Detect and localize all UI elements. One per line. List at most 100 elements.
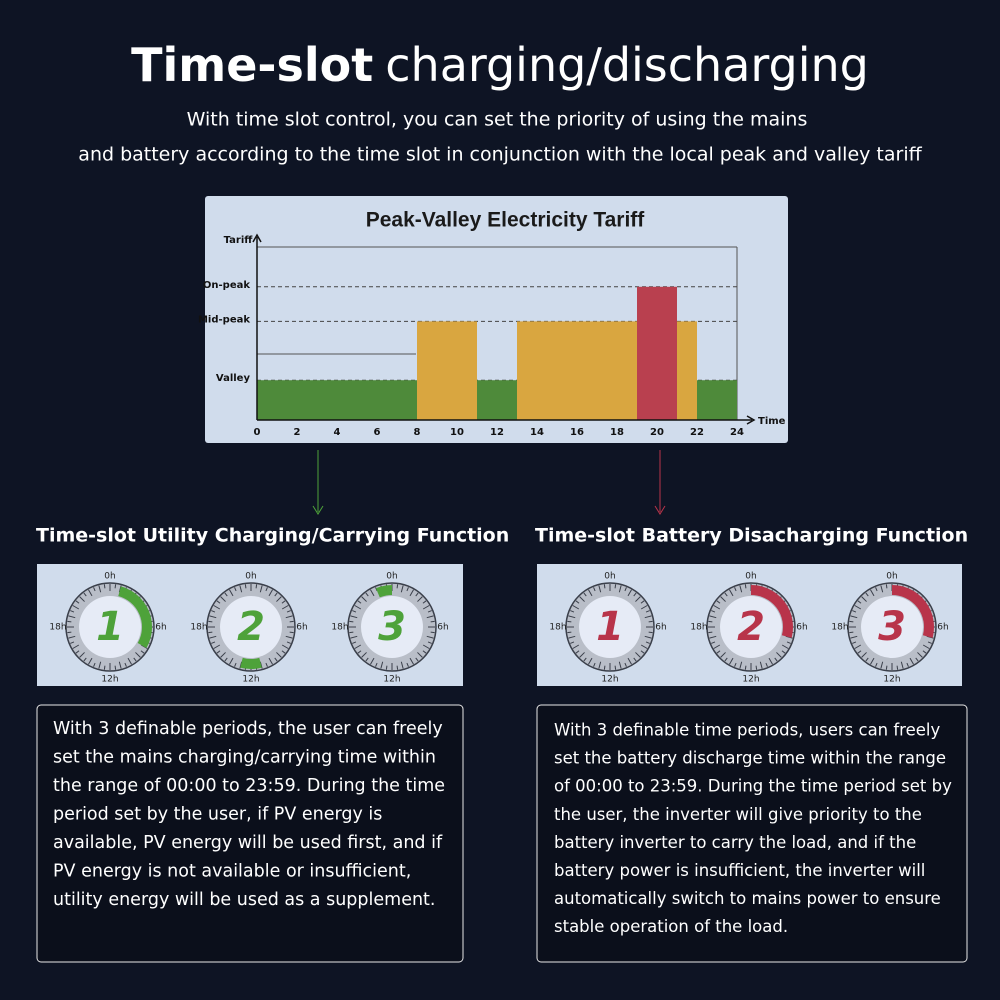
dial-tick [567, 620, 572, 623]
dial-tick [570, 610, 575, 613]
dial-tick [593, 662, 596, 667]
dial-tick [276, 652, 282, 658]
dial-tick [83, 592, 87, 597]
dial-tick [415, 592, 419, 597]
dial-tick [627, 657, 632, 665]
dial-tick [140, 650, 145, 654]
dial-tick [568, 635, 576, 639]
time-slot-arc [240, 657, 262, 669]
dial-tick [781, 644, 789, 649]
dial-face [361, 596, 423, 658]
body-line: the range of 00:00 to 23:59. During the … [53, 776, 445, 796]
dial-tick [713, 605, 721, 610]
arrow-head [654, 505, 666, 515]
x-tick-label: 4 [334, 427, 341, 438]
dial-tick [375, 662, 378, 667]
dial-tick [870, 657, 875, 665]
dial-tick [422, 600, 427, 604]
dial-tick [572, 644, 580, 649]
dial-tick [854, 605, 862, 610]
dial-tick [896, 665, 899, 670]
body-line: battery inverter to carry the load, and … [554, 833, 916, 852]
axis-arrow [252, 233, 262, 243]
dial-tick [208, 631, 213, 634]
dial-tick [409, 589, 414, 597]
y-tick-label: Mid-peak [198, 314, 250, 325]
dial-hour-label: 12h [242, 675, 259, 685]
dial-tick [729, 657, 734, 665]
dial-tick [75, 650, 80, 654]
dial-tick [765, 662, 768, 667]
dial-tick [406, 662, 409, 667]
dial-tick [633, 592, 637, 597]
dial-tick [124, 662, 127, 667]
dial-hour-label: 12h [601, 675, 618, 685]
dial-hour-label: 12h [742, 675, 759, 685]
dial-tick [568, 615, 576, 619]
dial-tick [70, 641, 75, 644]
x-tick-label: 2 [294, 427, 301, 438]
axis-arrow [746, 415, 756, 425]
dial-tick [857, 650, 862, 654]
dial-tick [885, 665, 888, 670]
dial-hour-label: 6h [937, 623, 948, 633]
dial-number: 1 [96, 604, 124, 650]
dial-tick [234, 662, 237, 667]
body-line: PV energy is not available or insufficie… [53, 862, 411, 882]
dial-hour-label: 0h [104, 572, 115, 582]
bar [477, 380, 517, 420]
dial-tick [400, 585, 404, 593]
dial-tick [422, 644, 430, 649]
dial-tick [724, 592, 728, 597]
dial-tick [640, 644, 648, 649]
dial-tick [870, 589, 875, 597]
dial-tick [909, 657, 914, 665]
dial-tick [861, 652, 867, 658]
dial-tick [880, 661, 884, 669]
y-tick-label: On-peak [203, 280, 250, 291]
dial-hour-label: 12h [883, 675, 900, 685]
dial-tick [259, 585, 263, 593]
dial-tick [268, 589, 273, 597]
dial-tick [720, 596, 726, 602]
body-line: of 00:00 to 23:59. During the time perio… [554, 777, 952, 796]
x-tick-label: 20 [650, 427, 664, 438]
dial-tick [72, 605, 80, 610]
dial-tick [588, 657, 593, 665]
dial-tick [365, 592, 369, 597]
dial-tick [289, 631, 294, 634]
dial-tick [852, 610, 857, 613]
dial-tick [354, 644, 362, 649]
dial-tick [854, 644, 862, 649]
dial-tick [213, 644, 221, 649]
time-slot-arc [118, 586, 152, 648]
dial-tick [281, 605, 289, 610]
dial-hour-label: 12h [383, 675, 400, 685]
dial-tick [917, 652, 923, 658]
dial-tick [361, 596, 367, 602]
dial-tick [211, 610, 216, 613]
time-slot-arc [750, 585, 793, 638]
dial-tick [852, 641, 857, 644]
dial-tick [927, 641, 932, 644]
dial-tick [708, 620, 713, 623]
dial-tick [774, 657, 778, 662]
dial-tick [716, 650, 721, 654]
dial-number: 2 [237, 604, 265, 650]
dial-tick [88, 657, 93, 665]
dial-tick [67, 631, 72, 634]
dial-tick [570, 641, 575, 644]
dial-tick [135, 652, 141, 658]
dial-hour-label: 12h [101, 675, 118, 685]
dial-tick [417, 596, 423, 602]
dial-tick [415, 657, 419, 662]
dial-tick [209, 635, 217, 639]
dial-number: 1 [596, 604, 624, 650]
dial-tick [618, 585, 622, 593]
dial-face [79, 596, 141, 658]
dial-tick [648, 620, 653, 623]
dial-tick [72, 644, 80, 649]
title: Time-slot charging/discharging [131, 38, 869, 92]
dial-tick [755, 665, 758, 670]
dial-tick [216, 650, 221, 654]
